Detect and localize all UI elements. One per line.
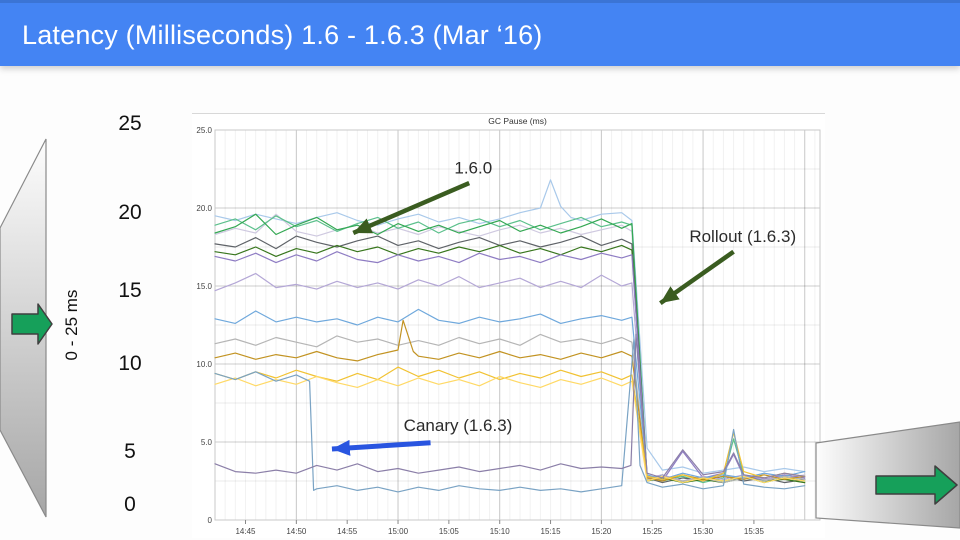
x-tick-label: 14:55 [337, 527, 358, 536]
axis-scale-label: 0 [124, 493, 136, 516]
chart-line-pale-blue [214, 179, 806, 474]
chart-line-muted-purple [214, 333, 806, 479]
chart-line-canary-steel-blue [214, 338, 806, 493]
chart-title: GC Pause (ms) [488, 116, 547, 126]
x-tick-label: 15:35 [744, 527, 765, 536]
v160-annotation-label: 1.6.0 [454, 158, 492, 177]
canary-annotation-label: Canary (1.6.3) [404, 416, 513, 435]
x-tick-label: 15:25 [642, 527, 663, 536]
x-tick-label: 15:15 [541, 527, 562, 536]
right-gradient-panel [815, 421, 960, 529]
green-arrow-right-icon [875, 465, 958, 505]
x-tick-label: 15:10 [490, 527, 511, 536]
y-tick-label: 25.0 [196, 126, 212, 135]
x-tick-label: 14:50 [286, 527, 307, 536]
y-tick-label: 0 [208, 516, 213, 525]
slide-header: Latency (Milliseconds) 1.6 - 1.6.3 (Mar … [0, 0, 960, 66]
y-tick-label: 15.0 [196, 282, 212, 291]
green-arrow-right-icon [11, 303, 53, 345]
canary-arrow-icon [331, 439, 431, 456]
x-tick-label: 15:20 [591, 527, 612, 536]
header-top-strip [0, 0, 960, 3]
axis-scale-label: 15 [118, 279, 142, 302]
chart-line-lavender [214, 272, 806, 482]
axis-scale-label: 5 [124, 440, 136, 463]
y-tick-label: 10.0 [196, 360, 212, 369]
chart-line-gold [214, 319, 806, 482]
axis-scale-label: 20 [118, 201, 142, 224]
chart-line-yellow-bright [214, 375, 806, 484]
axis-scale-label: 25 [118, 112, 142, 135]
page-title: Latency (Milliseconds) 1.6 - 1.6.3 (Mar … [22, 20, 543, 50]
chart-figure: 14:45 14:50 14:55 15:00 15:05 15:10 15:15 15:20… [192, 113, 825, 538]
x-tick-label: 15:30 [693, 527, 714, 536]
rollout-annotation-label: Rollout (1.6.3) [689, 227, 796, 246]
rollout-arrow-icon [659, 249, 735, 306]
axis-scale-label: 10 [118, 352, 142, 375]
x-tick-label: 14:45 [235, 527, 256, 536]
y-tick-label: 20.0 [196, 204, 212, 213]
v160-arrow-icon [352, 180, 471, 236]
panel-shape [815, 421, 960, 529]
x-tick-label: 15:00 [388, 527, 409, 536]
left-gradient-panel [0, 138, 53, 518]
range-label: 0 - 25 ms [62, 289, 81, 361]
gc-pause-line-chart: 14:45 14:50 14:55 15:00 15:05 15:10 15:15 15:20… [196, 116, 821, 536]
y-tick-label: 5.0 [201, 438, 213, 447]
x-tick-label: 15:05 [439, 527, 460, 536]
